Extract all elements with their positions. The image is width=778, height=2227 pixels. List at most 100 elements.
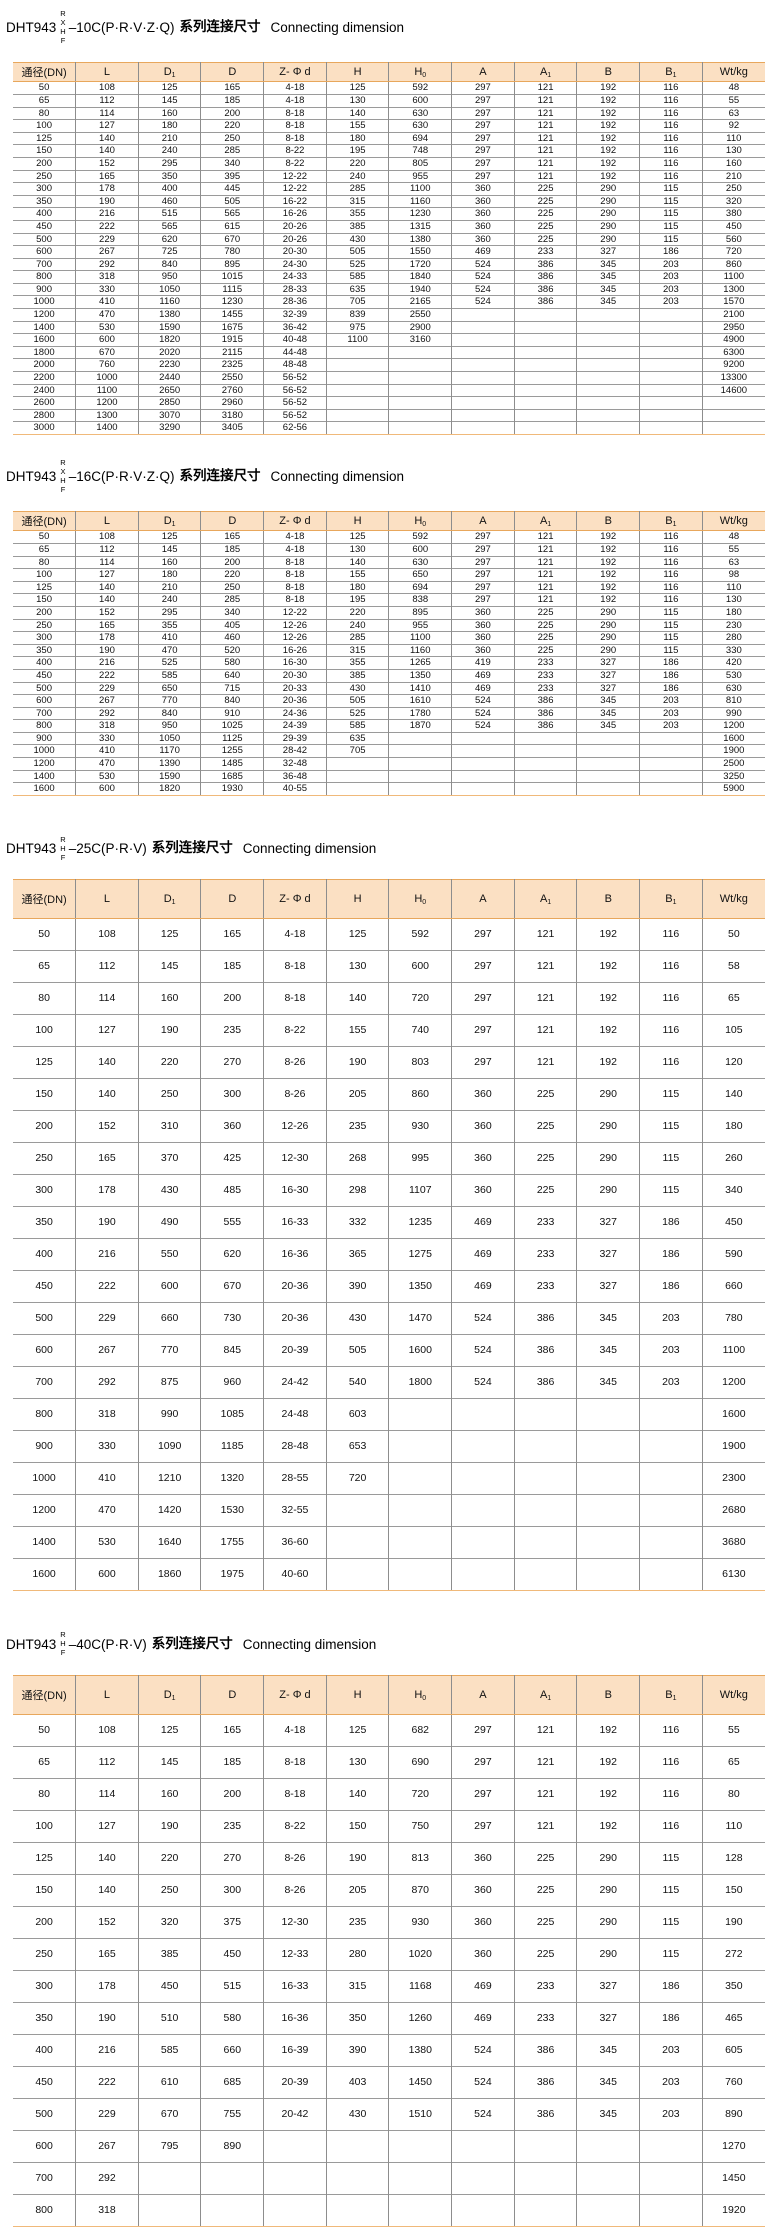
cell-a1 bbox=[513, 408, 578, 422]
cell-b: 290 bbox=[576, 618, 641, 632]
section-model-code: DHT943 bbox=[6, 1636, 57, 1652]
cell-zd: 8-18 bbox=[263, 131, 327, 145]
col-header-l: L bbox=[75, 1674, 139, 1715]
cell-l: 108 bbox=[75, 81, 139, 95]
cell-h: 140 bbox=[325, 982, 390, 1015]
cell-h: 235 bbox=[325, 1905, 390, 1939]
cell-a1: 225 bbox=[513, 1905, 578, 1939]
cell-h0: 3160 bbox=[388, 333, 453, 347]
cell-dn: 600 bbox=[13, 2129, 77, 2163]
table-row: 1000 410 1170 1255 28-42 705 1900 bbox=[13, 744, 765, 758]
cell-a1: 386 bbox=[513, 295, 578, 309]
cell-d1: 240 bbox=[137, 144, 202, 158]
cell-l: 222 bbox=[75, 1270, 139, 1303]
table-row: 50 108 125 165 4-18 125 592 297 121 192 116 50 bbox=[13, 918, 765, 951]
cell-dn: 125 bbox=[13, 1046, 77, 1079]
cell-zd: 16-22 bbox=[263, 194, 327, 208]
cell-zd: 12-30 bbox=[263, 1142, 327, 1175]
cell-b1 bbox=[639, 396, 703, 410]
cell-d1: 1590 bbox=[137, 320, 202, 334]
cell-a1: 386 bbox=[513, 1334, 578, 1367]
cell-a1: 225 bbox=[513, 1142, 578, 1175]
cell-wtkg: 9200 bbox=[701, 358, 765, 372]
cell-b1: 116 bbox=[639, 542, 703, 557]
cell-a: 360 bbox=[451, 1110, 515, 1143]
cell-dn: 2400 bbox=[13, 383, 77, 397]
cell-h0: 1550 bbox=[388, 245, 453, 259]
cell-d: 375 bbox=[200, 1905, 265, 1939]
cell-b: 192 bbox=[576, 144, 641, 158]
table-header: 通径(DN) L D1 D Z- Φ d H H0 A A1 B B1 Wt/kg bbox=[13, 62, 765, 83]
col-header-dn: 通径(DN) bbox=[13, 511, 77, 532]
table-row: 80 114 160 200 8-18 140 720 297 121 192 116 65 bbox=[13, 982, 765, 1015]
cell-b1: 186 bbox=[639, 1206, 703, 1239]
cell-zd: 12-26 bbox=[263, 1110, 327, 1143]
cell-b1: 186 bbox=[639, 245, 703, 259]
cell-h0: 630 bbox=[388, 555, 453, 569]
cell-a: 360 bbox=[451, 605, 515, 620]
col-header-wt: Wt/kg bbox=[701, 879, 765, 920]
cell-b1: 116 bbox=[639, 1046, 703, 1079]
cell-zd: 16-33 bbox=[263, 1206, 327, 1239]
cell-zd: 8-18 bbox=[263, 106, 327, 120]
cell-dn: 500 bbox=[13, 2097, 77, 2131]
cell-zd: 8-18 bbox=[263, 1745, 327, 1779]
cell-d1: 400 bbox=[137, 182, 202, 196]
cell-h0: 1315 bbox=[388, 219, 453, 233]
cell-h: 315 bbox=[325, 643, 390, 657]
cell-a1: 225 bbox=[513, 1174, 578, 1207]
cell-h0: 1100 bbox=[388, 631, 453, 645]
cell-wtkg: 1100 bbox=[701, 270, 765, 284]
cell-a: 360 bbox=[451, 1905, 515, 1939]
cell-wtkg: 450 bbox=[701, 1206, 765, 1239]
cell-a: 524 bbox=[451, 719, 515, 733]
cell-wtkg: 48 bbox=[701, 530, 765, 544]
cell-d1: 145 bbox=[137, 1745, 202, 1779]
cell-d: 2325 bbox=[200, 358, 265, 372]
table-row: 3000 1400 3290 3405 62-56 bbox=[13, 421, 765, 435]
cell-a: 524 bbox=[451, 270, 515, 284]
cell-d1: 1050 bbox=[137, 731, 202, 745]
cell-b bbox=[576, 731, 641, 745]
cell-h: 315 bbox=[325, 194, 390, 208]
cell-d1: 990 bbox=[137, 1398, 202, 1431]
cell-h0: 1840 bbox=[388, 270, 453, 284]
cell-a bbox=[451, 2161, 515, 2195]
cell-zd: 36-60 bbox=[263, 1526, 327, 1559]
cell-a1: 386 bbox=[513, 1302, 578, 1335]
cell-dn: 80 bbox=[13, 555, 77, 569]
cell-d1: 620 bbox=[137, 232, 202, 246]
cell-zd: 4-18 bbox=[263, 1714, 327, 1747]
stack-letter-1: H bbox=[60, 1639, 66, 1649]
cell-dn: 250 bbox=[13, 618, 77, 632]
cell-h: 385 bbox=[325, 668, 390, 682]
col-header-l: L bbox=[75, 879, 139, 920]
table-row: 900 330 1050 1115 28-33 635 1940 524 386 345 203 13… bbox=[13, 282, 765, 296]
cell-dn: 700 bbox=[13, 1366, 77, 1399]
cell-a1 bbox=[513, 1462, 578, 1495]
cell-dn: 200 bbox=[13, 1110, 77, 1143]
cell-d1: 125 bbox=[137, 530, 202, 544]
cell-l: 267 bbox=[75, 2129, 139, 2163]
table-row: 1000 410 1160 1230 28-36 705 2165 524 386 345 203 1… bbox=[13, 295, 765, 309]
cell-b1: 116 bbox=[639, 169, 703, 183]
cell-b1: 115 bbox=[639, 1873, 703, 1907]
cell-wtkg: 3680 bbox=[701, 1526, 765, 1559]
cell-h: 180 bbox=[325, 131, 390, 145]
cell-h: 140 bbox=[325, 1777, 390, 1811]
header-row: 通径(DN) L D1 D Z- Φ d H H0 A A1 B B1 Wt/kg bbox=[13, 879, 765, 920]
cell-a1 bbox=[513, 782, 578, 796]
cell-a: 297 bbox=[451, 1014, 515, 1047]
cell-h0: 870 bbox=[388, 1873, 453, 1907]
cell-h bbox=[325, 383, 390, 397]
table-row: 2000 760 2230 2325 48-48 9200 bbox=[13, 358, 765, 372]
cell-l: 216 bbox=[75, 656, 139, 670]
col-header-d: D bbox=[200, 879, 265, 920]
cell-dn: 80 bbox=[13, 1777, 77, 1811]
cell-h: 240 bbox=[325, 169, 390, 183]
table-row: 400 216 550 620 16-36 365 1275 469 233 327 186 590 bbox=[13, 1238, 765, 1271]
cell-wtkg: 590 bbox=[701, 1238, 765, 1271]
cell-dn: 300 bbox=[13, 631, 77, 645]
cell-d: 1085 bbox=[200, 1398, 265, 1431]
cell-b1 bbox=[639, 2161, 703, 2195]
